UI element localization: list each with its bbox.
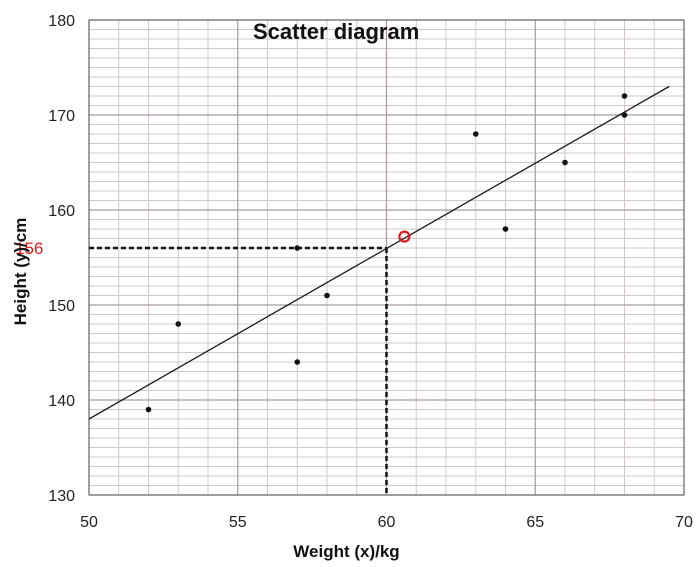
data-point — [621, 93, 628, 99]
plot-frame — [88, 19, 685, 496]
data-point — [294, 359, 301, 365]
y-tick-label: 170 — [48, 108, 75, 125]
reference-lines — [89, 246, 388, 495]
data-points — [145, 93, 628, 413]
y-axis-title: Height (y)/cm — [11, 218, 30, 326]
reference-value-label: 156 — [15, 239, 43, 258]
x-tick-label: 55 — [229, 514, 247, 531]
data-point — [472, 131, 479, 137]
data-point — [175, 321, 182, 327]
x-tick-label: 70 — [675, 514, 693, 531]
minor-grid — [89, 20, 684, 495]
y-tick-label: 180 — [48, 13, 75, 30]
line-of-best-fit — [88, 85, 670, 420]
x-axis-title: Weight (x)/kg — [293, 542, 399, 561]
y-tick-label: 160 — [48, 203, 75, 220]
data-point — [502, 226, 509, 232]
data-point — [562, 159, 568, 166]
data-point — [621, 112, 628, 118]
x-tick-label: 65 — [526, 514, 544, 531]
y-tick-label: 140 — [48, 393, 75, 410]
y-tick-labels: 130 140 150 160 170 180 — [48, 13, 75, 505]
x-tick-labels: 50 55 60 65 70 — [80, 514, 693, 531]
data-point — [294, 245, 301, 251]
y-tick-label: 130 — [48, 488, 75, 505]
x-tick-label: 60 — [378, 514, 396, 531]
y-tick-label: 150 — [48, 298, 75, 315]
chart-title: Scatter diagram — [253, 19, 419, 44]
x-tick-label: 50 — [80, 514, 98, 531]
data-point — [145, 406, 152, 413]
data-point — [324, 292, 330, 299]
mean-point-marker — [398, 230, 411, 243]
